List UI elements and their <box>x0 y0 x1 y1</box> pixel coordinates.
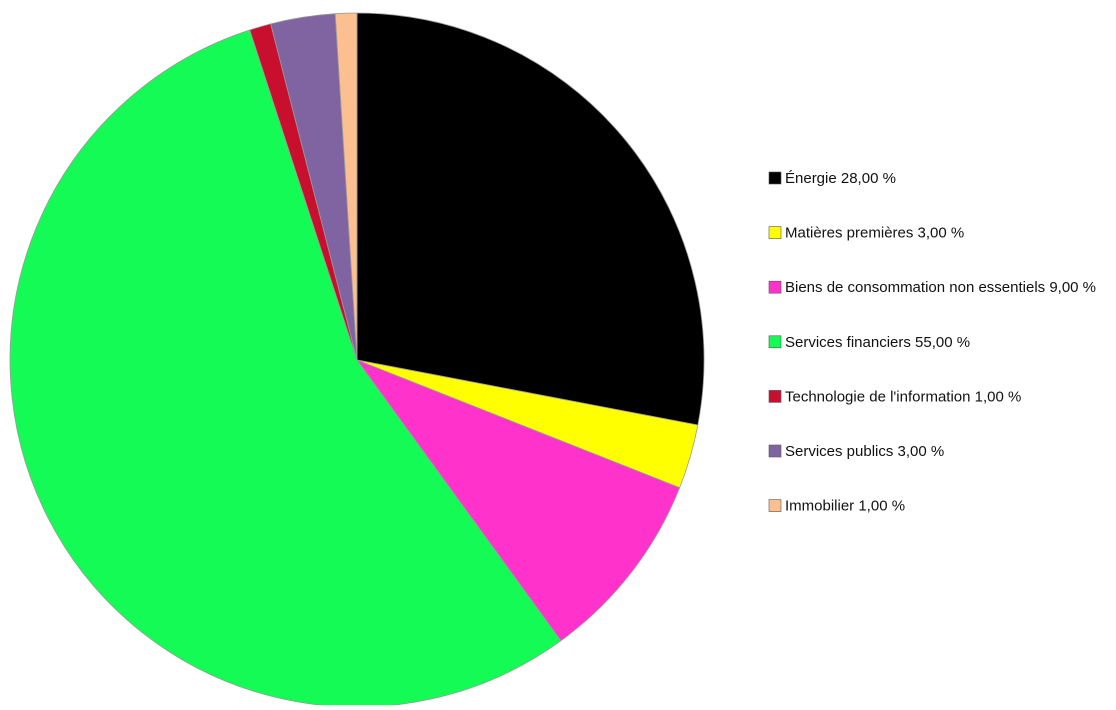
legend-label: Services publics 3,00 % <box>785 443 944 460</box>
legend-item: Matières premières 3,00 % <box>768 225 964 242</box>
legend-item: Technologie de l'information 1,00 % <box>768 388 1021 405</box>
legend-swatch <box>768 226 782 239</box>
legend-label: Technologie de l'information 1,00 % <box>785 388 1021 405</box>
legend-item: Services publics 3,00 % <box>768 443 944 460</box>
legend-label: Services financiers 55,00 % <box>785 334 970 351</box>
pie-slices <box>9 12 705 708</box>
pie-slice-1 <box>356 12 705 426</box>
pie-slice-7 <box>334 12 358 361</box>
legend-swatch <box>768 444 782 458</box>
legend-item: Immobilier 1,00 % <box>768 498 905 515</box>
legend-item: Biens de consommation non essentiels 9,0… <box>768 279 1096 296</box>
legend-label: Matières premières 3,00 % <box>785 225 964 242</box>
legend-item: Services financiers 55,00 % <box>768 334 970 351</box>
legend-swatch <box>768 499 782 512</box>
legend-swatch <box>768 335 782 349</box>
legend-label: Immobilier 1,00 % <box>785 498 905 515</box>
legend-label: Biens de consommation non essentiels 9,0… <box>785 279 1096 296</box>
legend: Énergie 28,00 % Matières premières 3,00 %… <box>768 170 1096 515</box>
legend-item: Énergie 28,00 % <box>768 170 896 187</box>
legend-swatch <box>768 390 782 403</box>
legend-label: Énergie 28,00 % <box>785 170 896 187</box>
legend-swatch <box>768 171 782 185</box>
pie-slice-3 <box>355 359 681 642</box>
legend-swatch <box>768 280 782 294</box>
